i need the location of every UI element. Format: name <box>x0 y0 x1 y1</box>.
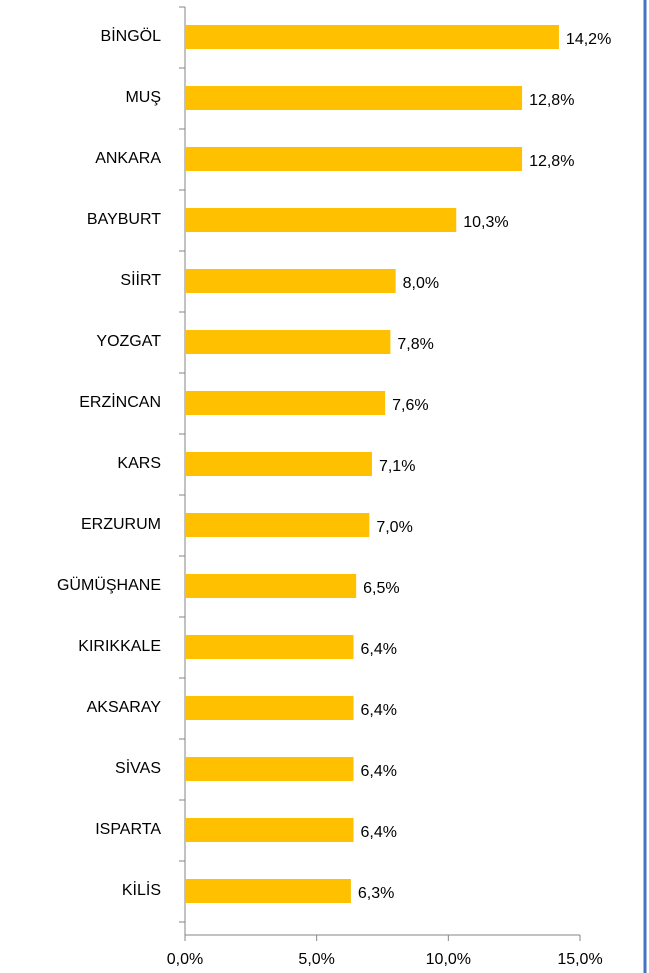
bar <box>185 635 354 659</box>
bar <box>185 208 457 232</box>
bar <box>185 818 354 842</box>
x-tick-label: 0,0% <box>167 951 203 968</box>
bar <box>185 879 351 903</box>
data-label: 12,8% <box>529 92 574 109</box>
data-label: 7,1% <box>379 458 415 475</box>
data-label: 12,8% <box>529 153 574 170</box>
data-label: 10,3% <box>463 214 508 231</box>
y-tick-label: ERZURUM <box>81 516 161 533</box>
y-tick-label: YOZGAT <box>96 333 161 350</box>
data-label: 8,0% <box>403 275 439 292</box>
data-label: 7,6% <box>392 397 428 414</box>
y-tick-label: SİİRT <box>120 270 161 289</box>
x-tick-label: 15,0% <box>557 951 602 968</box>
bar <box>185 330 391 354</box>
y-tick-label: GÜMÜŞHANE <box>57 576 161 594</box>
y-tick-label: KIRIKKALE <box>78 638 161 655</box>
y-tick-label: MUŞ <box>125 89 161 106</box>
data-label: 6,4% <box>361 641 397 658</box>
data-label: 6,4% <box>361 702 397 719</box>
bar <box>185 513 370 537</box>
data-label: 7,0% <box>376 519 412 536</box>
y-tick-label: SİVAS <box>115 758 161 777</box>
data-label: 6,3% <box>358 885 394 902</box>
data-label: 7,8% <box>397 336 433 353</box>
data-label: 6,4% <box>361 763 397 780</box>
y-tick-label: AKSARAY <box>87 699 162 716</box>
y-tick-label: KARS <box>117 455 161 472</box>
x-tick-label: 10,0% <box>426 951 471 968</box>
bar <box>185 696 354 720</box>
bar <box>185 757 354 781</box>
bar <box>185 86 523 110</box>
y-tick-label: ISPARTA <box>95 821 161 838</box>
bar <box>185 452 372 476</box>
bar <box>185 147 523 171</box>
y-tick-label: ERZİNCAN <box>79 392 161 411</box>
bar <box>185 391 386 415</box>
bar <box>185 25 559 49</box>
data-label: 6,4% <box>361 824 397 841</box>
y-tick-label: ANKARA <box>95 150 161 167</box>
bar <box>185 269 396 293</box>
data-label: 6,5% <box>363 580 399 597</box>
x-tick-label: 5,0% <box>298 951 334 968</box>
y-tick-label: BAYBURT <box>87 211 161 228</box>
y-tick-label: KİLİS <box>122 880 161 899</box>
y-tick-label: BİNGÖL <box>101 26 162 45</box>
data-label: 14,2% <box>566 31 611 48</box>
bar <box>185 574 357 598</box>
